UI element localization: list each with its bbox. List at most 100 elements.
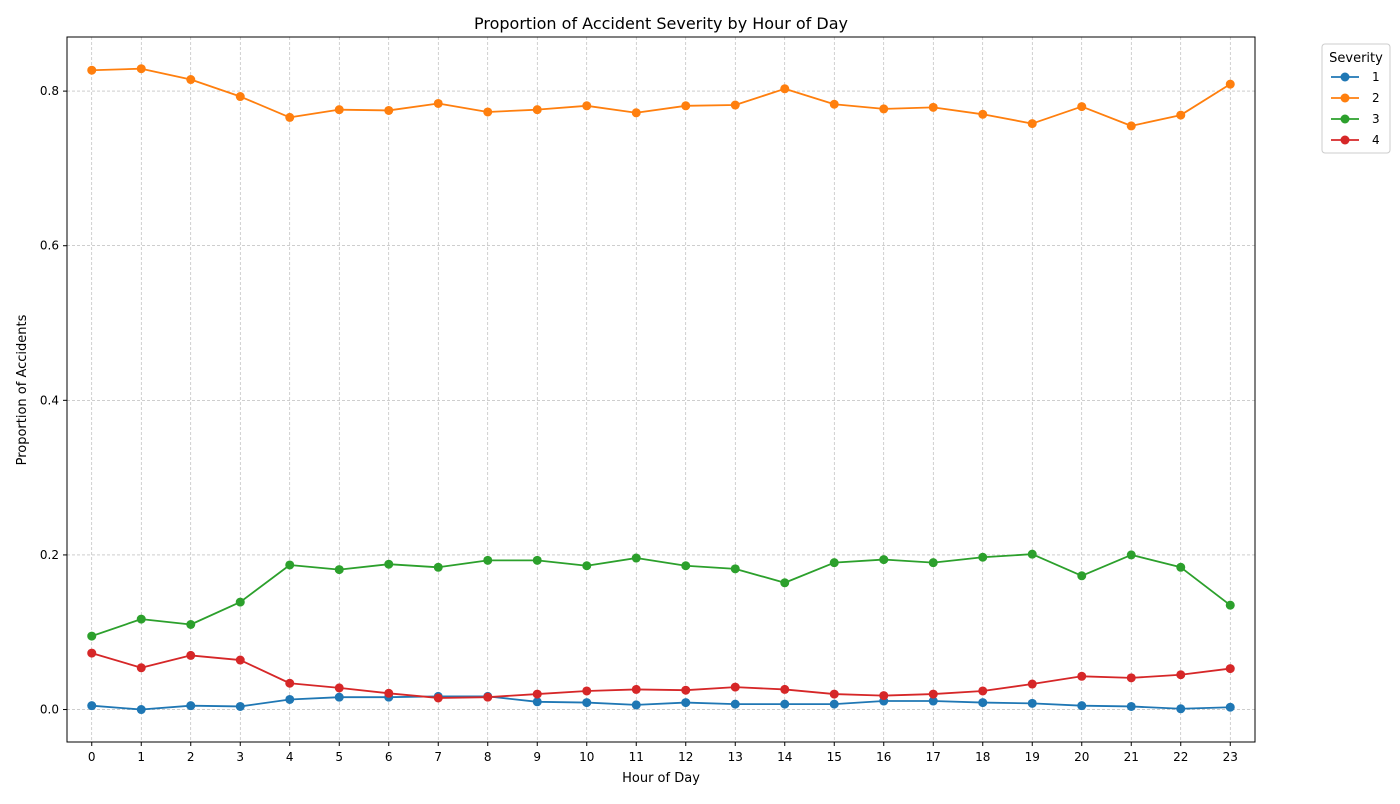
x-tick-label: 14 [777,750,792,764]
data-point [879,691,889,701]
data-point [1027,679,1037,689]
x-tick-label: 1 [137,750,145,764]
x-tick-label: 23 [1223,750,1238,764]
data-point [334,683,344,693]
data-point [186,75,196,85]
data-point [978,698,988,708]
series-1 [87,691,1235,715]
data-point [582,686,592,696]
legend-swatch-marker [1340,135,1350,145]
data-point [879,555,889,565]
data-point [532,555,542,565]
data-point [780,578,790,588]
series-2 [87,64,1235,131]
data-point [780,699,790,709]
data-point [1126,121,1136,131]
data-point [285,560,295,570]
data-point [483,555,493,565]
x-tick-label: 9 [533,750,541,764]
x-tick-label: 20 [1074,750,1089,764]
data-point [1176,670,1186,680]
data-point [681,101,691,111]
x-tick-label: 16 [876,750,891,764]
data-point [1225,702,1235,712]
y-tick-label: 0.6 [40,239,59,253]
x-tick-label: 0 [88,750,96,764]
data-point [829,689,839,699]
data-point [780,84,790,94]
legend-label: 1 [1372,70,1380,84]
x-tick-label: 3 [236,750,244,764]
y-tick-label: 0.2 [40,548,59,562]
data-point [978,552,988,562]
legend-title: Severity [1329,51,1383,66]
data-point [285,112,295,122]
data-point [1176,110,1186,120]
x-tick-label: 18 [975,750,990,764]
data-point [631,684,641,694]
series-line [91,695,1231,711]
data-point [582,101,592,111]
data-point [780,684,790,694]
data-point [582,561,592,571]
legend-swatch-marker [1340,114,1350,124]
series-4 [87,648,1235,703]
x-tick-label: 22 [1173,750,1188,764]
data-point [384,105,394,115]
data-point [681,698,691,708]
data-point [384,688,394,698]
data-point [136,705,146,715]
data-point [928,689,938,699]
data-point [334,105,344,115]
chart-title: Proportion of Accident Severity by Hour … [474,14,848,33]
data-point [136,614,146,624]
legend: Severity 1 2 3 4 [1321,43,1391,154]
data-point [631,553,641,563]
data-point [483,107,493,117]
data-point [87,648,97,658]
data-point [186,650,196,660]
data-point [1077,571,1087,581]
data-point [1225,79,1235,89]
data-point [532,697,542,707]
series-line [91,652,1231,699]
legend-item: 2 [1331,91,1380,105]
data-point [1176,562,1186,572]
data-point [681,561,691,571]
legend-swatch-marker [1340,93,1350,103]
data-point [978,686,988,696]
data-point [1176,704,1186,714]
y-tick-label: 0.8 [40,84,59,98]
data-point [730,682,740,692]
legend-swatch-marker [1340,72,1350,82]
x-tick-label: 2 [187,750,195,764]
data-point [1077,701,1087,711]
data-point [978,109,988,119]
data-point [1027,119,1037,129]
x-tick-label: 5 [335,750,343,764]
data-point [532,689,542,699]
data-point [433,562,443,572]
data-point [1027,698,1037,708]
data-point [433,98,443,108]
legend-items: 1 2 3 4 [1331,70,1380,147]
data-point [730,699,740,709]
legend-label: 4 [1372,133,1380,147]
x-tick-label: 15 [827,750,842,764]
data-point [829,558,839,568]
x-tick-label: 21 [1124,750,1139,764]
data-point [433,693,443,703]
data-point [235,92,245,102]
x-tick-label: 11 [629,750,644,764]
data-point [334,565,344,575]
data-point [730,100,740,110]
legend-item: 4 [1331,133,1380,147]
data-point [829,99,839,109]
x-tick-label: 7 [434,750,442,764]
data-point [928,696,938,706]
series-line [91,67,1231,127]
legend-label: 3 [1372,112,1380,126]
tick-layer: 0 1 2 3 4 5 6 7 8 9 10 11 12 13 14 15 16 17 18 19 20 21 22 230.… [40,84,1238,764]
series-line [91,553,1231,637]
